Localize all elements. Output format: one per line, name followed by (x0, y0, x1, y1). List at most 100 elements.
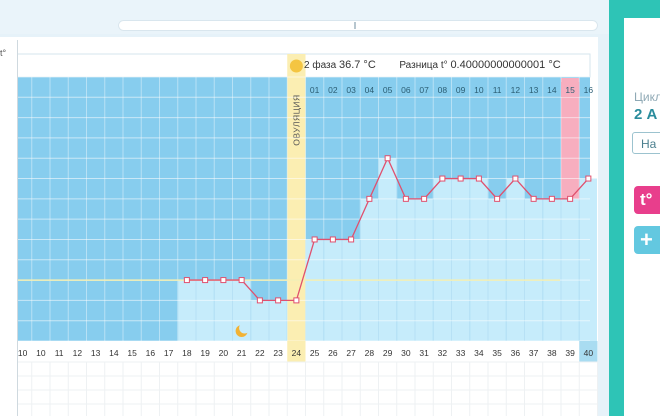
x-tick-label: 37 (529, 348, 539, 358)
temperature-point (567, 195, 574, 202)
x-tick-label: 18 (182, 348, 192, 358)
temperature-point (530, 195, 537, 202)
x-tick-label: 26 (328, 348, 338, 358)
add-button[interactable]: + (634, 226, 660, 254)
x-tick-label: 23 (273, 348, 283, 358)
phase-label: 2 фаза (304, 60, 337, 71)
x-tick-label: 19 (200, 348, 210, 358)
x-tick-label: 36 (511, 348, 521, 358)
temperature-point (457, 175, 464, 182)
temperature-bar (178, 280, 196, 341)
phase2-day-label: 12 (511, 85, 521, 95)
x-tick-label: 38 (547, 348, 557, 358)
phase2-day-label: 02 (328, 85, 338, 95)
nav-button[interactable]: На (632, 132, 660, 154)
x-tick-label: 39 (565, 348, 575, 358)
x-tick-label: 24 (292, 348, 302, 358)
selected-day-cell (579, 341, 598, 362)
temperature-bar (415, 198, 433, 341)
phase2-day-label: 01 (310, 85, 320, 95)
temperature-point (384, 155, 391, 162)
cycle-day: 2 А (634, 106, 658, 123)
phase2-day-label: 09 (456, 85, 466, 95)
phase2-day-label: 11 (493, 85, 502, 95)
temperature-bar (360, 198, 378, 341)
temperature-point (293, 297, 300, 304)
x-tick-label: 32 (438, 348, 448, 358)
temperature-bar (488, 198, 506, 341)
diff-label: Разница t° (399, 60, 448, 71)
temperature-point (183, 277, 190, 284)
x-tick-label: 13 (91, 348, 101, 358)
temperature-point (329, 236, 336, 243)
x-tick-label: 17 (164, 348, 174, 358)
x-tick-label: 29 (383, 348, 393, 358)
x-tick-label: 40 (584, 348, 594, 358)
phase2-day-label: 15 (565, 85, 575, 95)
temperature-bar (525, 198, 543, 341)
temperature-point (494, 195, 501, 202)
x-tick-label: 22 (255, 348, 265, 358)
temperature-point (366, 195, 373, 202)
x-tick-label: 28 (365, 348, 375, 358)
ovulation-label: ОВУЛЯЦИЯ (291, 94, 301, 145)
phase2-day-label: 10 (474, 85, 484, 95)
scrollbar-grip[interactable] (354, 22, 356, 29)
x-tick-label: 10 (18, 348, 28, 358)
temperature-point (548, 195, 555, 202)
temperature-bar (543, 198, 561, 341)
temperature-point (256, 297, 263, 304)
phase2-day-label: 16 (584, 85, 594, 95)
phase2-day-label: 03 (346, 85, 356, 95)
temperature-point (202, 277, 209, 284)
x-tick-label: 11 (55, 348, 64, 358)
x-tick-label: 21 (237, 348, 247, 358)
temperature-point (585, 175, 592, 182)
x-tick-label: 25 (310, 348, 320, 358)
temperature-button[interactable]: t° (634, 186, 660, 214)
top-scroll-area (0, 0, 610, 34)
temperature-bar (379, 158, 397, 341)
sidebar-card (624, 18, 660, 416)
temperature-point (348, 236, 355, 243)
x-tick-label: 16 (146, 348, 156, 358)
temperature-point (238, 277, 245, 284)
temperature-bar (561, 198, 579, 341)
horizontal-scrollbar[interactable] (118, 20, 598, 31)
phase2-day-label: 06 (401, 85, 411, 95)
temperature-point (311, 236, 318, 243)
x-tick-label: 12 (73, 348, 83, 358)
phase-info: 2 фаза 36.7 °C Разница t° 0.400000000000… (304, 59, 561, 71)
temperature-point (439, 175, 446, 182)
temperature-point (475, 175, 482, 182)
x-tick-label: 10 (36, 348, 46, 358)
temperature-bar (397, 198, 415, 341)
phase2-day-label: 07 (419, 85, 429, 95)
phase2-day-label: 13 (529, 85, 539, 95)
ovulation-band (287, 54, 306, 342)
temperature-bar (196, 280, 214, 341)
x-tick-label: 15 (127, 348, 137, 358)
temperature-point (220, 277, 227, 284)
highlighted-day-header (561, 82, 580, 97)
temperature-point (512, 175, 519, 182)
temperature-point (275, 297, 282, 304)
x-tick-label: 31 (419, 348, 429, 358)
phase2-day-label: 08 (438, 85, 448, 95)
diff-value: 0.40000000000001 °C (450, 59, 561, 71)
ovulation-axis-cell (287, 341, 306, 362)
x-tick-label: 14 (109, 348, 119, 358)
temperature-point (421, 195, 428, 202)
temperature-point (402, 195, 409, 202)
x-tick-label: 30 (401, 348, 411, 358)
y-axis-unit: t° (0, 48, 7, 58)
moon-icon-cutout (239, 322, 251, 334)
x-tick-label: 34 (474, 348, 484, 358)
highlighted-day-column (561, 78, 580, 201)
heart-icon[interactable]: ♥ (632, 37, 643, 57)
temperature-chart: ОВУЛЯЦИЯ36.036.136.236.336.436.536.636.7… (0, 53, 598, 416)
y-axis-strip (0, 40, 18, 416)
x-tick-label: 20 (219, 348, 229, 358)
phase2-day-label: 14 (547, 85, 557, 95)
temperature-bar (306, 239, 324, 341)
